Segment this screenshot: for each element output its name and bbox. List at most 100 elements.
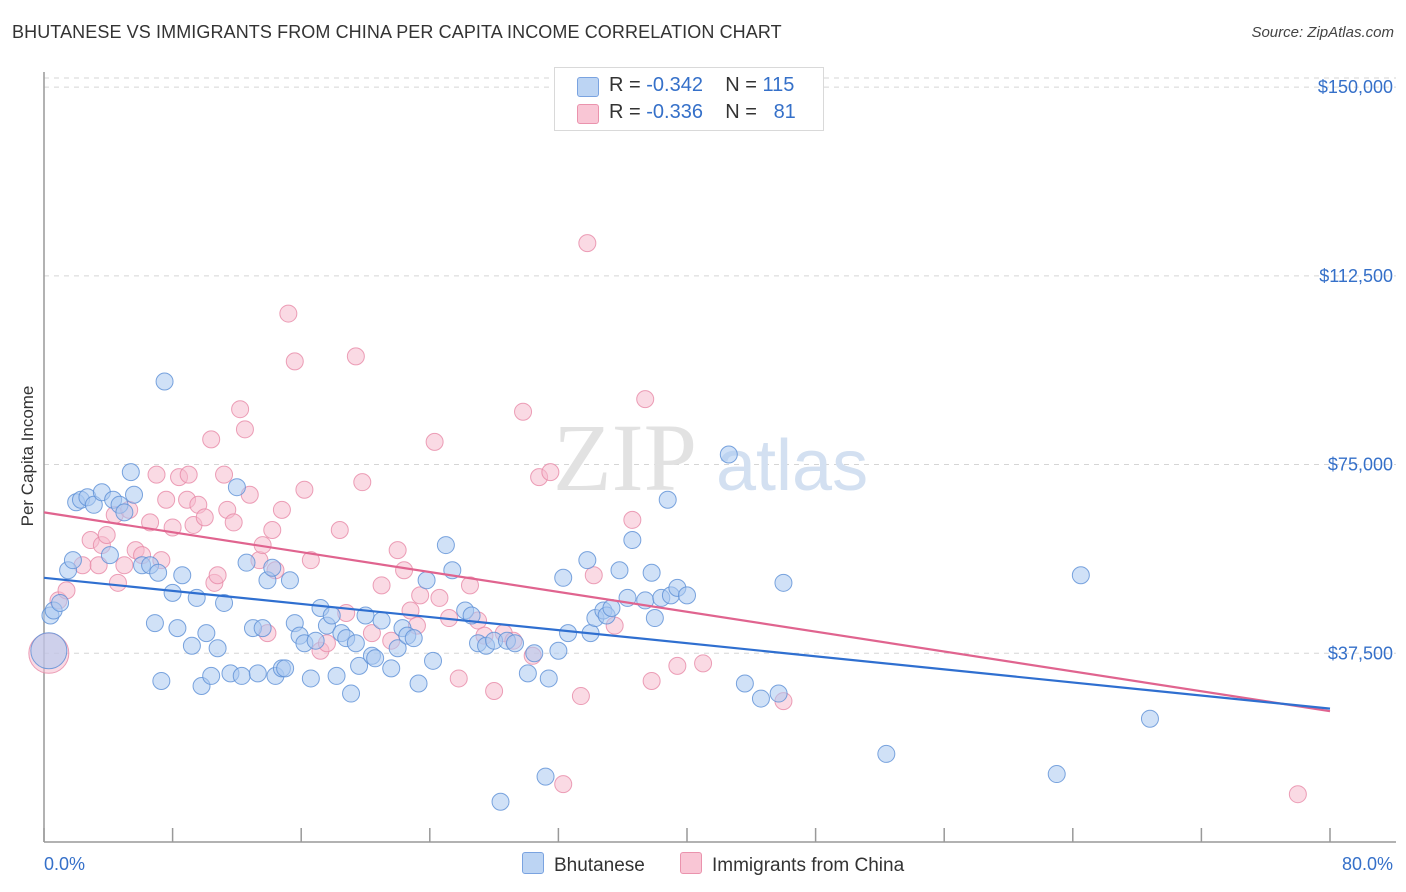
data-point-immigrants-from-china bbox=[449, 669, 468, 688]
data-point-immigrants-from-china bbox=[578, 234, 597, 253]
data-point-bhutanese bbox=[559, 624, 578, 643]
data-point-immigrants-from-china bbox=[224, 513, 243, 532]
n-label: N = bbox=[725, 74, 757, 96]
data-point-immigrants-from-china bbox=[485, 682, 504, 701]
watermark-zip: ZIP bbox=[553, 404, 697, 511]
stats-text: R = -0.336 N = 81 bbox=[609, 101, 796, 124]
n-value: 81 bbox=[773, 101, 796, 123]
trend-lines bbox=[43, 511, 1331, 713]
data-point-bhutanese bbox=[51, 593, 70, 612]
watermark: ZIP atlas bbox=[553, 404, 868, 511]
data-point-immigrants-from-china bbox=[263, 520, 282, 539]
data-point-bhutanese bbox=[525, 644, 544, 663]
data-point-bhutanese bbox=[346, 634, 365, 653]
data-point-immigrants-from-china bbox=[202, 430, 221, 449]
data-point-bhutanese bbox=[248, 664, 267, 683]
data-point-bhutanese bbox=[115, 503, 134, 522]
data-point-bhutanese bbox=[280, 571, 299, 590]
tick-labels: $37,500 $75,000 $112,500 $150,000 0.0% 80.0% bbox=[44, 77, 1393, 874]
legend-swatch-bhutanese bbox=[522, 852, 544, 874]
y-tick-label: $37,500 bbox=[1328, 643, 1393, 663]
data-point-bhutanese bbox=[208, 639, 227, 658]
data-point-immigrants-from-china bbox=[362, 624, 381, 643]
data-point-immigrants-from-china bbox=[147, 465, 166, 484]
data-point-bhutanese bbox=[491, 792, 510, 811]
data-point-bhutanese bbox=[774, 573, 793, 592]
data-point-immigrants-from-china bbox=[295, 480, 314, 499]
data-point-immigrants-from-china bbox=[157, 490, 176, 509]
data-point-bhutanese bbox=[658, 490, 677, 509]
data-point-immigrants-from-china bbox=[235, 420, 254, 439]
data-point-immigrants-from-china bbox=[584, 566, 603, 585]
data-point-bhutanese bbox=[350, 656, 369, 675]
stats-legend: R = -0.342 N = 115 R = -0.336 N = 81 bbox=[554, 67, 824, 131]
data-point-bhutanese bbox=[163, 583, 182, 602]
data-point-bhutanese bbox=[505, 634, 524, 653]
data-point-immigrants-from-china bbox=[1288, 785, 1307, 804]
data-point-immigrants-from-china bbox=[330, 520, 349, 539]
swatch-bhutanese bbox=[577, 77, 599, 97]
data-point-immigrants-from-china bbox=[571, 687, 590, 706]
y-tick-label: $75,000 bbox=[1328, 455, 1393, 475]
data-point-immigrants-from-china bbox=[694, 654, 713, 673]
data-point-immigrants-from-china bbox=[353, 473, 372, 492]
data-point-immigrants-from-china bbox=[514, 402, 533, 421]
data-point-bhutanese bbox=[769, 684, 788, 703]
data-point-bhutanese bbox=[417, 571, 436, 590]
data-point-bhutanese bbox=[149, 563, 168, 582]
source-label: Source: ZipAtlas.com bbox=[1251, 24, 1394, 41]
data-point-bhutanese bbox=[642, 563, 661, 582]
data-point-immigrants-from-china bbox=[215, 465, 234, 484]
data-point-bhutanese bbox=[578, 551, 597, 570]
r-label: R = bbox=[609, 101, 641, 123]
data-point-immigrants-from-china bbox=[115, 556, 134, 575]
data-point-bhutanese bbox=[342, 684, 361, 703]
data-point-bhutanese bbox=[253, 619, 272, 638]
data-point-immigrants-from-china bbox=[541, 463, 560, 482]
legend-item-bhutanese: Bhutanese bbox=[522, 852, 645, 877]
data-point-bhutanese bbox=[84, 495, 103, 514]
data-point-immigrants-from-china bbox=[208, 566, 227, 585]
data-point-bhutanese bbox=[202, 666, 221, 685]
data-point-bhutanese bbox=[197, 624, 216, 643]
data-point-bhutanese bbox=[518, 664, 537, 683]
data-point-bhutanese bbox=[173, 566, 192, 585]
data-point-bhutanese bbox=[366, 649, 385, 668]
n-value: 115 bbox=[762, 74, 795, 96]
data-point-bhutanese bbox=[152, 671, 171, 690]
data-point-bhutanese bbox=[182, 636, 201, 655]
data-point-immigrants-from-china bbox=[460, 576, 479, 595]
data-point-bhutanese bbox=[215, 593, 234, 612]
data-point-bhutanese bbox=[1071, 566, 1090, 585]
data-point-bhutanese bbox=[30, 632, 68, 670]
data-point-bhutanese bbox=[645, 609, 664, 628]
data-point-bhutanese bbox=[1047, 765, 1066, 784]
data-point-bhutanese bbox=[155, 372, 174, 391]
data-point-immigrants-from-china bbox=[272, 500, 291, 519]
trend-line-immigrants-from-china bbox=[43, 511, 1331, 713]
data-point-bhutanese bbox=[145, 614, 164, 633]
data-point-bhutanese bbox=[877, 744, 896, 763]
watermark-atlas: atlas bbox=[716, 426, 868, 506]
data-point-bhutanese bbox=[719, 445, 738, 464]
data-point-immigrants-from-china bbox=[279, 304, 298, 323]
data-point-immigrants-from-china bbox=[554, 775, 573, 794]
x-tick-label: 0.0% bbox=[44, 854, 85, 874]
data-point-bhutanese bbox=[63, 551, 82, 570]
data-point-immigrants-from-china bbox=[623, 510, 642, 529]
data-point-bhutanese bbox=[327, 666, 346, 685]
series-immigrants-from-china-points bbox=[28, 234, 1307, 804]
data-point-immigrants-from-china bbox=[346, 347, 365, 366]
data-point-bhutanese bbox=[322, 606, 341, 625]
data-point-bhutanese bbox=[554, 568, 573, 587]
r-value: -0.336 bbox=[646, 101, 703, 123]
data-point-bhutanese bbox=[610, 561, 629, 580]
data-point-immigrants-from-china bbox=[425, 432, 444, 451]
swatch-immigrants-from-china bbox=[577, 104, 599, 124]
data-point-bhutanese bbox=[237, 553, 256, 572]
data-point-immigrants-from-china bbox=[108, 573, 127, 592]
data-point-bhutanese bbox=[404, 629, 423, 648]
data-point-bhutanese bbox=[751, 689, 770, 708]
chart-title: BHUTANESE VS IMMIGRANTS FROM CHINA PER C… bbox=[12, 22, 782, 42]
data-point-bhutanese bbox=[168, 619, 187, 638]
